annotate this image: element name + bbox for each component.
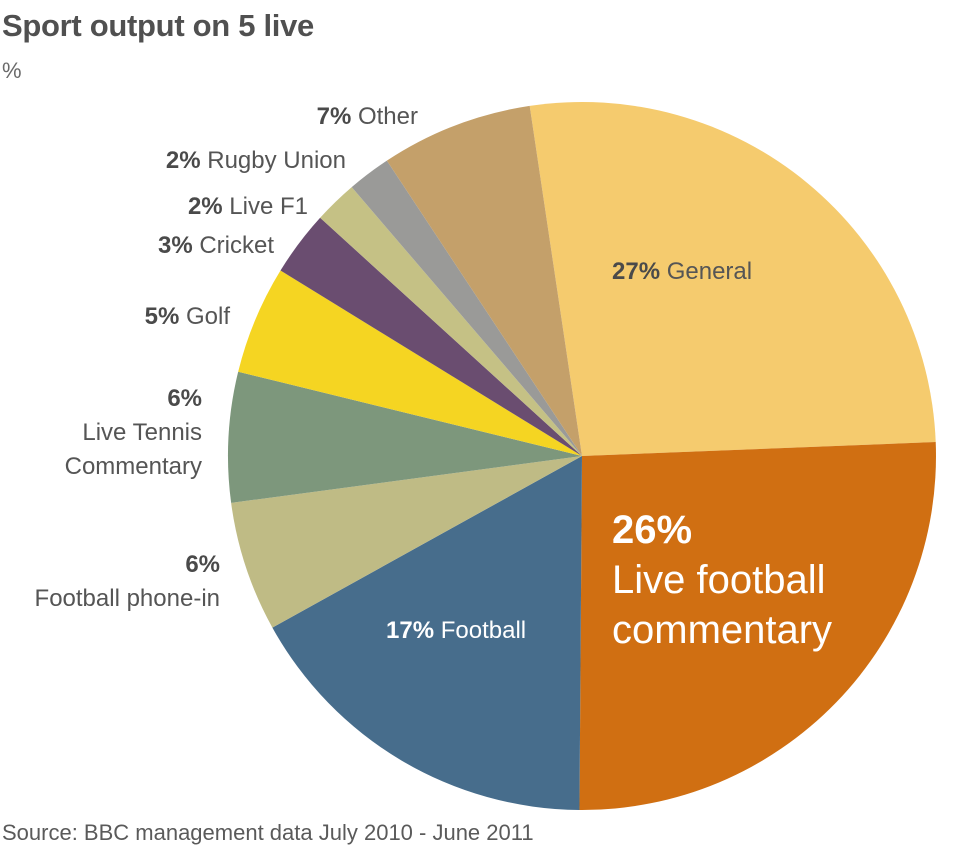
label-live-f1: 2% Live F1 xyxy=(188,190,308,224)
unit-label: % xyxy=(2,58,22,83)
chart-title: Sport output on 5 live xyxy=(2,8,314,43)
label-general-name: General xyxy=(666,258,753,285)
label-other: 7% Other xyxy=(317,100,418,134)
pie-slice-football xyxy=(272,456,582,810)
label-other-name: Other xyxy=(357,103,418,130)
label-tennis-name2: Commentary xyxy=(64,453,202,480)
pie-slice-football-phone-in xyxy=(231,456,582,628)
label-live-tennis: 6% Live Tennis Commentary xyxy=(65,382,202,484)
label-live-football-name2: commentary xyxy=(612,608,833,652)
label-cricket-pct: 3% xyxy=(157,232,193,259)
label-football-phone-in: 6% Football phone-in xyxy=(35,548,220,616)
label-phone-in-pct: 6% xyxy=(185,551,220,578)
label-phone-in-name: Football phone-in xyxy=(34,585,220,612)
label-football-name: Football xyxy=(440,617,527,644)
label-live-football-pct: 26% xyxy=(612,508,693,552)
label-tennis-pct: 6% xyxy=(167,385,202,412)
label-football-pct: 17% xyxy=(386,617,435,644)
label-other-pct: 7% xyxy=(316,103,352,130)
label-golf-pct: 5% xyxy=(144,303,180,330)
label-golf: 5% Golf xyxy=(145,300,230,334)
label-tennis-name1: Live Tennis xyxy=(82,419,202,446)
label-general: 27% General xyxy=(612,255,752,289)
pie-slice-live-tennis-commentary xyxy=(228,371,582,503)
label-golf-name: Golf xyxy=(185,303,230,330)
label-f1-pct: 2% xyxy=(187,193,223,220)
pie-slice-golf xyxy=(238,270,582,456)
label-cricket: 3% Cricket xyxy=(158,229,274,263)
label-f1-name: Live F1 xyxy=(229,193,308,220)
label-cricket-name: Cricket xyxy=(199,232,274,259)
label-football: 17% Football xyxy=(386,614,526,648)
pie-slice-other xyxy=(386,105,582,456)
pie-slice-cricket xyxy=(280,217,582,456)
label-rugby-name: Rugby Union xyxy=(207,147,346,174)
pie-slice-live-football-commentary xyxy=(579,442,936,810)
label-live-football-commentary: 26% Live football commentary xyxy=(612,505,832,655)
label-rugby-pct: 2% xyxy=(165,147,201,174)
pie-slice-general xyxy=(529,102,936,456)
pie-slice-rugby-union xyxy=(351,160,582,456)
label-general-pct: 27% xyxy=(612,258,661,285)
pie-slice-live-f1 xyxy=(320,187,582,456)
label-live-football-name1: Live football xyxy=(612,558,826,602)
source-note: Source: BBC management data July 2010 - … xyxy=(2,820,534,845)
label-rugby-union: 2% Rugby Union xyxy=(166,144,346,178)
